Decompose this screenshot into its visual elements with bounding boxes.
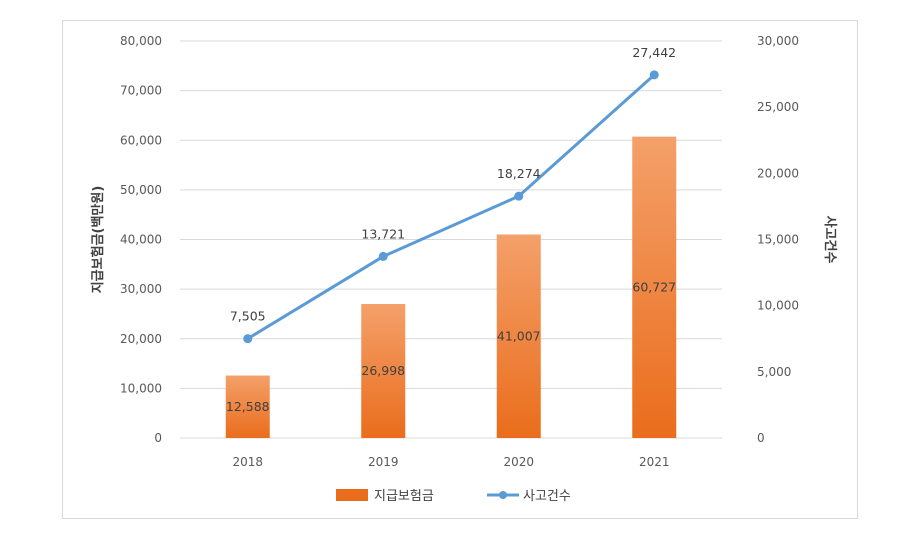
y-tick-label: 50,000	[120, 183, 162, 197]
bar-data-label: 26,998	[361, 363, 405, 378]
y-tick-label: 0	[154, 431, 162, 445]
bar-series	[225, 136, 677, 438]
line-point-2018	[243, 334, 253, 344]
bar-data-label: 12,588	[226, 399, 270, 414]
chart-frame	[62, 20, 858, 519]
legend: 지급보험금 사고건수	[336, 489, 571, 504]
bar-data-label: 41,007	[497, 328, 541, 343]
y2-tick-label: 10,000	[757, 299, 799, 313]
y2-tick-label: 5,000	[757, 365, 791, 379]
line-point-2021	[649, 70, 659, 80]
y2-tick-label: 20,000	[757, 166, 799, 180]
line-data-label: 27,442	[632, 45, 676, 60]
y-tick-label: 20,000	[120, 332, 162, 346]
line-path	[246, 73, 656, 340]
y-tick-label: 10,000	[120, 381, 162, 395]
y-tick-label: 80,000	[120, 34, 162, 48]
x-tick-label: 2020	[503, 455, 534, 469]
y2-tick-label: 15,000	[757, 233, 799, 247]
line-point-2019	[378, 251, 388, 261]
line-series	[243, 70, 659, 344]
line-point-2020	[514, 191, 524, 201]
legend-line-label: 사고건수	[523, 489, 571, 504]
legend-line-marker	[499, 491, 507, 499]
bar-2020	[496, 234, 541, 438]
legend-bar-label: 지급보험금	[374, 489, 434, 504]
bar-2019	[361, 304, 406, 438]
bar-data-label: 60,727	[632, 279, 676, 294]
axes: 0 10,000 20,000 30,000 40,000 50,000 60,000 70,…	[90, 34, 838, 469]
y-tick-label: 40,000	[120, 233, 162, 247]
bar-2018	[225, 375, 270, 438]
gridlines	[180, 40, 722, 439]
bar-2021	[632, 136, 677, 438]
y-tick-label: 70,000	[120, 84, 162, 98]
data-labels: 12,588 26,998 41,007 60,727 7,505 13,721 18,27…	[226, 45, 676, 414]
x-tick-label: 2018	[232, 455, 263, 469]
y-axis-title: 지급보험금(백만원)	[90, 186, 106, 294]
y2-axis-title: 사고건수	[822, 216, 838, 264]
line-data-label: 18,274	[497, 166, 541, 181]
y-tick-label: 30,000	[120, 282, 162, 296]
y-tick-label: 60,000	[120, 133, 162, 147]
y2-tick-label: 0	[757, 431, 765, 445]
legend-bar-swatch	[336, 489, 368, 501]
y2-tick-label: 25,000	[757, 100, 799, 114]
line-data-label: 7,505	[230, 309, 266, 324]
line-data-label: 13,721	[361, 226, 405, 241]
x-tick-label: 2021	[639, 455, 670, 469]
y2-tick-label: 30,000	[757, 34, 799, 48]
x-tick-label: 2019	[368, 455, 399, 469]
